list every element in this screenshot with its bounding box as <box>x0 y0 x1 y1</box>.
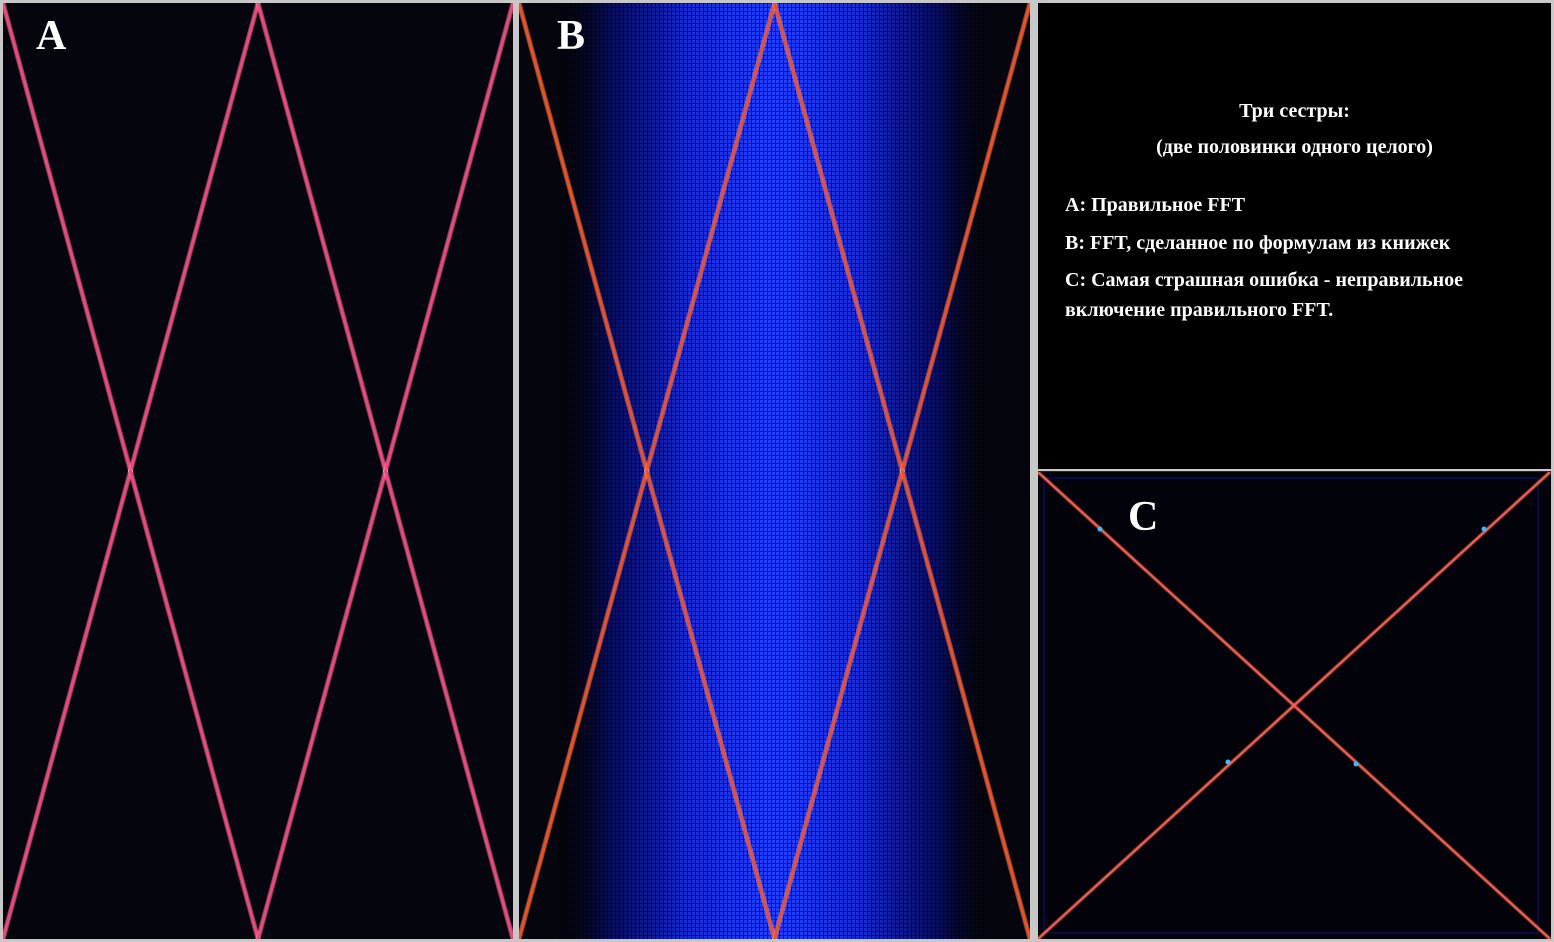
panel-b-label: B <box>557 13 586 59</box>
panel-b-line-segment-6 <box>773 469 904 939</box>
info-line-a: A: Правильное FFT <box>1065 194 1246 216</box>
panel-a-lines <box>3 3 513 939</box>
info-panel: Три сестры: (две половинки одного целого… <box>1038 3 1551 469</box>
panel-a-line-segment-8 <box>384 469 513 939</box>
panel-c-artifact-2 <box>1225 759 1231 765</box>
panel-c-artifact-1 <box>1097 526 1103 532</box>
panel-c-plot <box>1038 472 1551 939</box>
info-subtitle: (две половинки одного целого) <box>1156 136 1433 158</box>
panel-b-interference-pattern <box>559 3 990 939</box>
panel-a-line-segment-4 <box>129 469 260 939</box>
panel-b-line-segment-1 <box>519 3 649 473</box>
panel-a-line-segment-3 <box>129 3 260 473</box>
panel-b-line-segment-2 <box>519 469 649 939</box>
panel-a-line-segment-5 <box>256 3 387 473</box>
panel-a-line-segment-1 <box>3 3 132 473</box>
info-line-b: B: FFT, сделанное по формулам из книжек <box>1065 232 1451 254</box>
panel-a-plot <box>3 3 513 939</box>
info-line-c: C: Самая страшная ошибка - неправильное <box>1065 269 1464 291</box>
panel-b-line-segment-4 <box>645 469 776 939</box>
panel-b-plot <box>519 3 1030 939</box>
panel-a-line-segment-6 <box>256 469 387 939</box>
panel-a-label: A <box>36 13 67 59</box>
panel-c-frame <box>1043 477 1539 934</box>
panel-b-line-segment-7 <box>900 3 1030 473</box>
panel-b-line-segment-3 <box>645 3 776 473</box>
panel-c-artifact-3 <box>1353 761 1359 767</box>
panel-c-artifact-4 <box>1481 526 1487 532</box>
info-line-c-continued: включение правильного FFT. <box>1065 299 1334 321</box>
panel-b-lines <box>519 3 1030 939</box>
panel-c-diagonal-2 <box>1038 472 1550 939</box>
panel-c-label: C <box>1128 494 1159 540</box>
info-title: Три сестры: <box>1239 100 1350 122</box>
panel-b: B <box>519 3 1030 939</box>
panel-a: A <box>3 3 513 939</box>
panel-c-lines <box>1038 472 1551 939</box>
panel-c: C <box>1038 471 1551 939</box>
panel-a-line-segment-7 <box>384 3 513 473</box>
panel-b-line-segment-8 <box>900 469 1030 939</box>
panel-b-line-segment-5 <box>773 3 904 473</box>
panel-a-line-segment-2 <box>3 469 132 939</box>
